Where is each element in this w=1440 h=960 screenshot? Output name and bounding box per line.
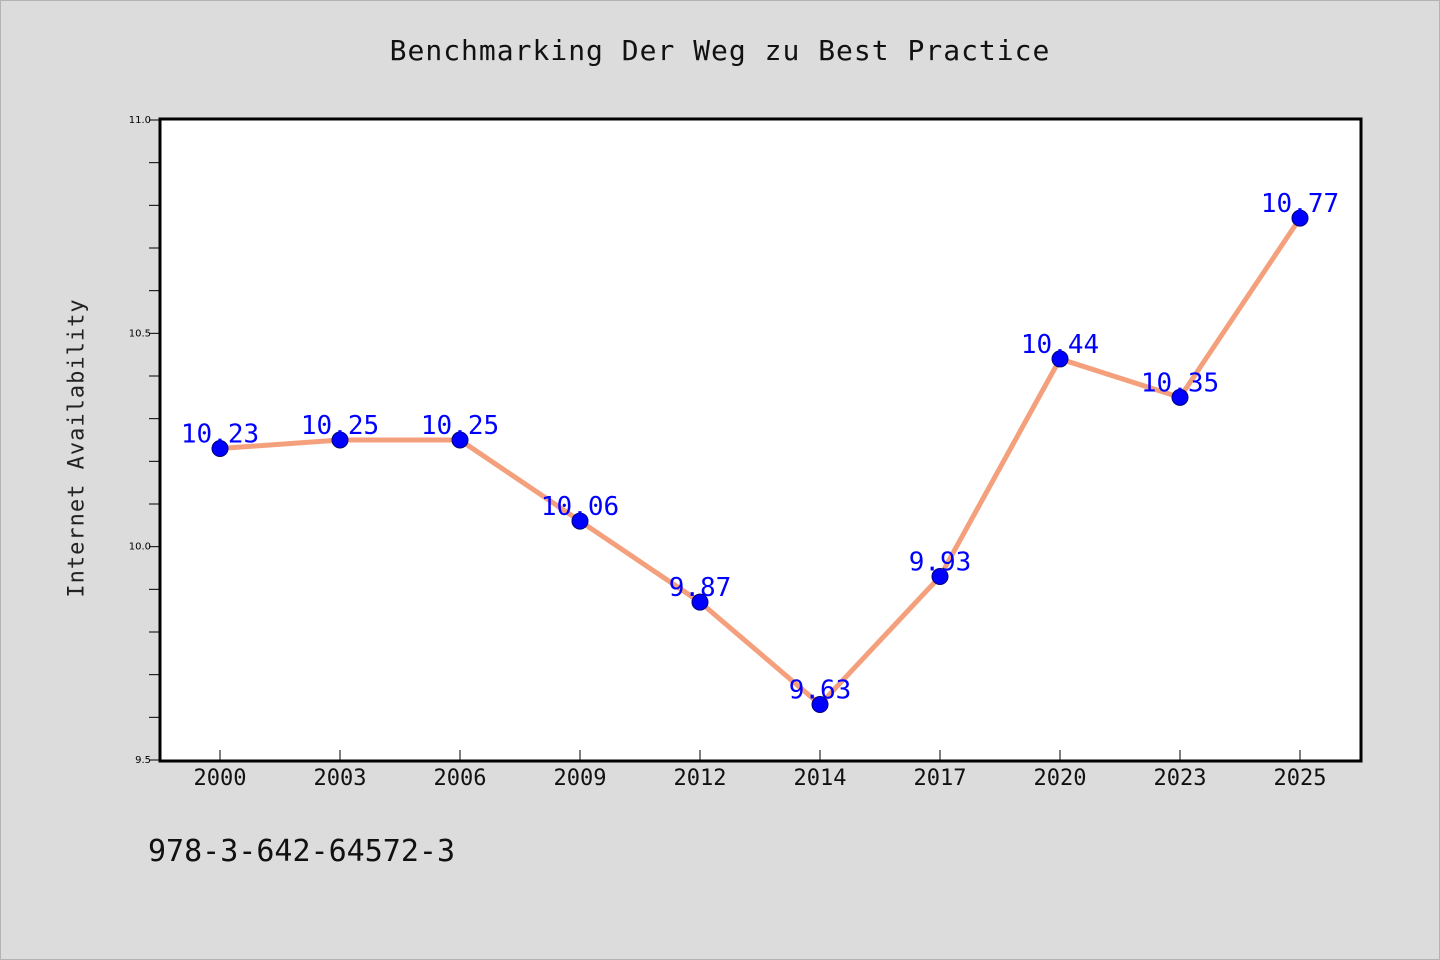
x-axis-ticks: 2000 2003 2006 2009 2012 2014 2017 2020 2023 2025 [194,750,1327,791]
x-tick-label: 2017 [914,766,967,791]
data-label: 9.87 [669,573,732,603]
series-markers [211,209,1309,714]
data-label: 10.06 [541,492,619,522]
isbn-text: 978-3-642-64572-3 [148,834,456,869]
data-label: 9.63 [789,676,852,706]
data-labels: 10.23 10.25 10.25 10.06 9.87 9.63 9.93 10.44 10.… [181,189,1339,705]
x-tick-label: 2023 [1154,766,1207,791]
data-point [691,593,709,611]
chart-title: Benchmarking Der Weg zu Best Practice [389,34,1051,67]
data-point [1171,388,1189,406]
y-axis-ticks: 9.5 10.0 10.5 11.0 [129,115,160,766]
data-point [331,431,349,449]
data-label: 10.35 [1141,368,1219,398]
x-tick-label: 2000 [194,766,247,791]
x-tick-label: 2009 [554,766,607,791]
data-point [571,512,589,530]
y-tick-label: 9.5 [135,755,151,766]
x-tick-label: 2012 [674,766,727,791]
data-point [1291,209,1309,227]
data-label: 9.93 [909,548,972,578]
data-label: 10.77 [1261,189,1339,219]
data-label: 10.23 [181,420,259,450]
data-label: 10.25 [301,411,379,441]
x-tick-label: 2020 [1034,766,1087,791]
series-line [217,215,1303,708]
y-tick-label: 10.0 [129,542,151,553]
data-label: 10.44 [1021,330,1099,360]
data-point [811,696,829,714]
x-tick-label: 2025 [1274,766,1327,791]
data-point [1051,350,1069,368]
x-tick-label: 2003 [314,766,367,791]
y-tick-label: 11.0 [129,115,151,126]
x-tick-label: 2014 [794,766,847,791]
data-point [931,568,949,586]
x-tick-label: 2006 [434,766,487,791]
data-point [451,431,469,449]
y-tick-label: 10.5 [129,328,151,339]
data-label: 10.25 [421,411,499,441]
data-point [211,440,229,458]
